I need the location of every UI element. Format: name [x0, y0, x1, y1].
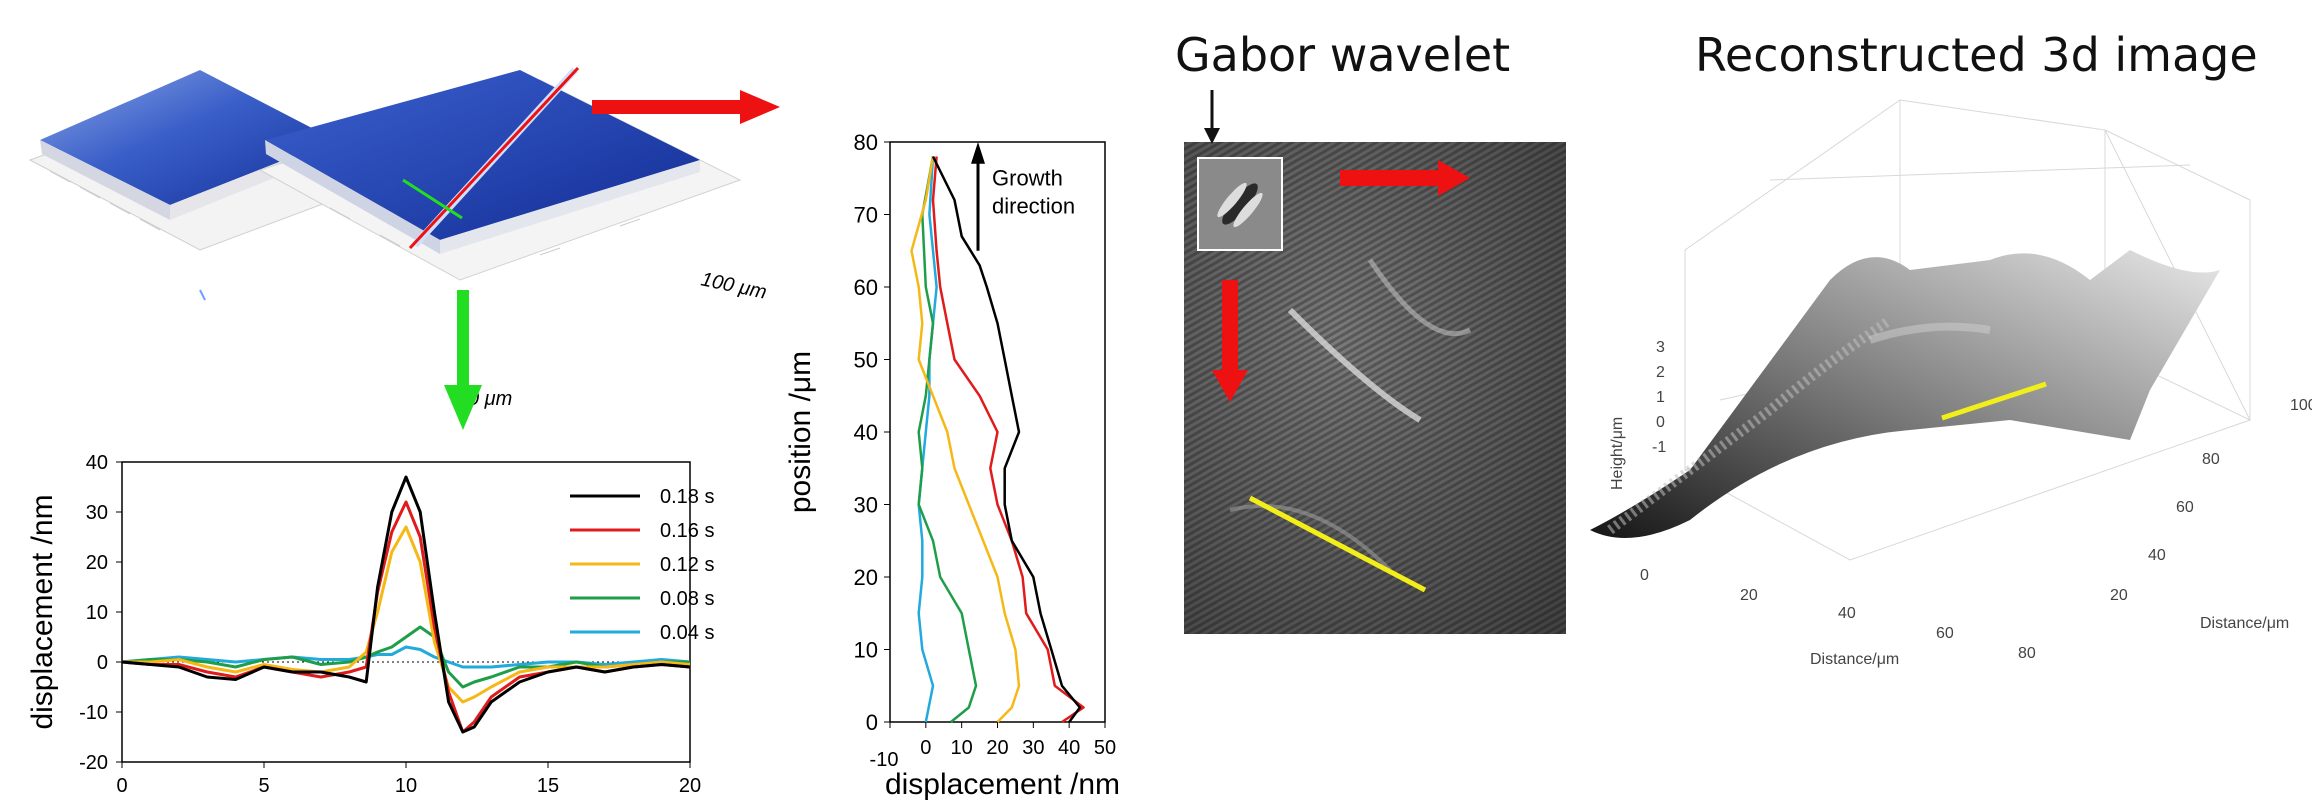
x-axis-label: Distance/μm [1810, 651, 1899, 668]
y-axis-label: displacement /nm [26, 494, 59, 729]
y-tick: 20 [2110, 587, 2128, 604]
y-tick-label: -10 [79, 702, 108, 724]
y-tick-label: 30 [854, 493, 878, 518]
series-line [917, 156, 978, 723]
series-line [121, 500, 691, 734]
legend-label: 0.12 s [660, 554, 714, 576]
y-tick-label: 40 [86, 452, 108, 474]
y-tick: 60 [2176, 499, 2194, 516]
series-line [121, 475, 691, 734]
z-axis: 3 2 1 0 -1 Height/μm [1609, 339, 1666, 490]
red-arrow-right-gabor [1340, 160, 1470, 196]
series-line [917, 156, 938, 723]
x-tick-label: 50 [1094, 737, 1116, 759]
y-tick-label: 40 [854, 420, 878, 445]
black-arrow-down [1204, 90, 1220, 144]
green-arrow-down [444, 290, 482, 430]
y-axis-label: Distance/μm [2200, 615, 2289, 632]
growth-direction-label: direction [992, 194, 1075, 219]
series-line [931, 155, 1082, 723]
x-tick-label: 20 [679, 775, 701, 797]
x-tick-label: 20 [986, 737, 1008, 759]
series-line [910, 156, 1021, 723]
y-tick-label: 80 [854, 130, 878, 155]
y-tick: 80 [2202, 451, 2220, 468]
x-tick-label: 10 [395, 775, 417, 797]
z-tick: 1 [1656, 389, 1665, 406]
y-tick-label: 10 [86, 602, 108, 624]
x-tick: 0 [1640, 567, 1649, 584]
y-axis-label: position /μm [784, 351, 817, 513]
x-tick: 40 [1838, 605, 1856, 622]
red-arrow-down-gabor [1212, 280, 1248, 402]
growth-arrow-head [971, 142, 985, 164]
plot-area [121, 461, 691, 763]
z-tick: 2 [1656, 364, 1665, 381]
y-tick-label: 20 [854, 565, 878, 590]
z-tick: 0 [1656, 414, 1665, 431]
y-tick-label: 30 [86, 502, 108, 524]
gabor-kernel-inset [1197, 157, 1283, 251]
reconstruction-title: Reconstructed 3d image [1695, 28, 2258, 82]
y-tick-label: 0 [97, 652, 108, 674]
right-surface [265, 66, 700, 254]
y-tick-label: 10 [854, 638, 878, 663]
legend-label: 0.16 s [660, 520, 714, 542]
reconstruction-3d-plot: 3 2 1 0 -1 Height/μm 0 20 40 60 80 Dista… [1590, 99, 2312, 668]
y-tick: 40 [2148, 547, 2166, 564]
green-profile-line [402, 178, 463, 220]
x-tick-label: 30 [1022, 737, 1044, 759]
x-tick-label: 0 [920, 737, 931, 759]
surface-render-panel: 100 μm 0 μm [28, 66, 780, 430]
y-tick-label: 60 [854, 275, 878, 300]
y-tick-label: -20 [79, 752, 108, 774]
red-arrow-right [592, 90, 780, 124]
legend-label: 0.04 s [660, 622, 714, 644]
terrain-surface [1590, 250, 2220, 538]
growth-direction-label: Growth [992, 166, 1063, 191]
position-displacement-chart: 80 70 60 50 40 30 20 10 0 -10 0 10 20 30 40 50 displacem… [784, 130, 1120, 801]
series-line [931, 156, 1085, 724]
red-profile-line [408, 66, 580, 250]
x-axis-label: displacement /nm [885, 768, 1120, 801]
x-tick-label: 40 [1058, 737, 1080, 759]
gabor-panel [1184, 90, 1566, 634]
series-line [121, 645, 691, 669]
x-axis: 0 20 40 60 80 Distance/μm [1640, 567, 2036, 668]
x-tick: 20 [1740, 587, 1758, 604]
z-axis-label: Height/μm [1609, 417, 1626, 490]
x-tick-label: 10 [951, 737, 973, 759]
y-tick: 100 [2290, 397, 2312, 414]
z-tick: -1 [1652, 439, 1666, 456]
y-tick-label: 70 [854, 203, 878, 228]
y-tick-label: 50 [854, 348, 878, 373]
gabor-title: Gabor wavelet [1175, 28, 1511, 82]
y-tick-label: 20 [86, 552, 108, 574]
x-tick-label: 15 [537, 775, 559, 797]
series-line [121, 625, 690, 689]
x-tick: 60 [1936, 625, 1954, 642]
y-axis: 20 40 60 80 100 Distance/μm [2110, 397, 2312, 632]
yellow-profile-line-3d [1941, 381, 2047, 421]
scale-label-near: 0 μm [468, 388, 512, 410]
x-tick: 80 [2018, 645, 2036, 662]
x-tick-label: 5 [258, 775, 269, 797]
y-tick-label: 0 [866, 710, 878, 735]
scale-label-far: 100 μm [699, 268, 769, 303]
legend-label: 0.18 s [660, 486, 714, 508]
yellow-profile-line [1248, 495, 1427, 593]
z-tick: 3 [1656, 339, 1665, 356]
legend-label: 0.08 s [660, 588, 714, 610]
x-tick-label: -10 [870, 749, 899, 771]
x-tick-label: 0 [116, 775, 127, 797]
